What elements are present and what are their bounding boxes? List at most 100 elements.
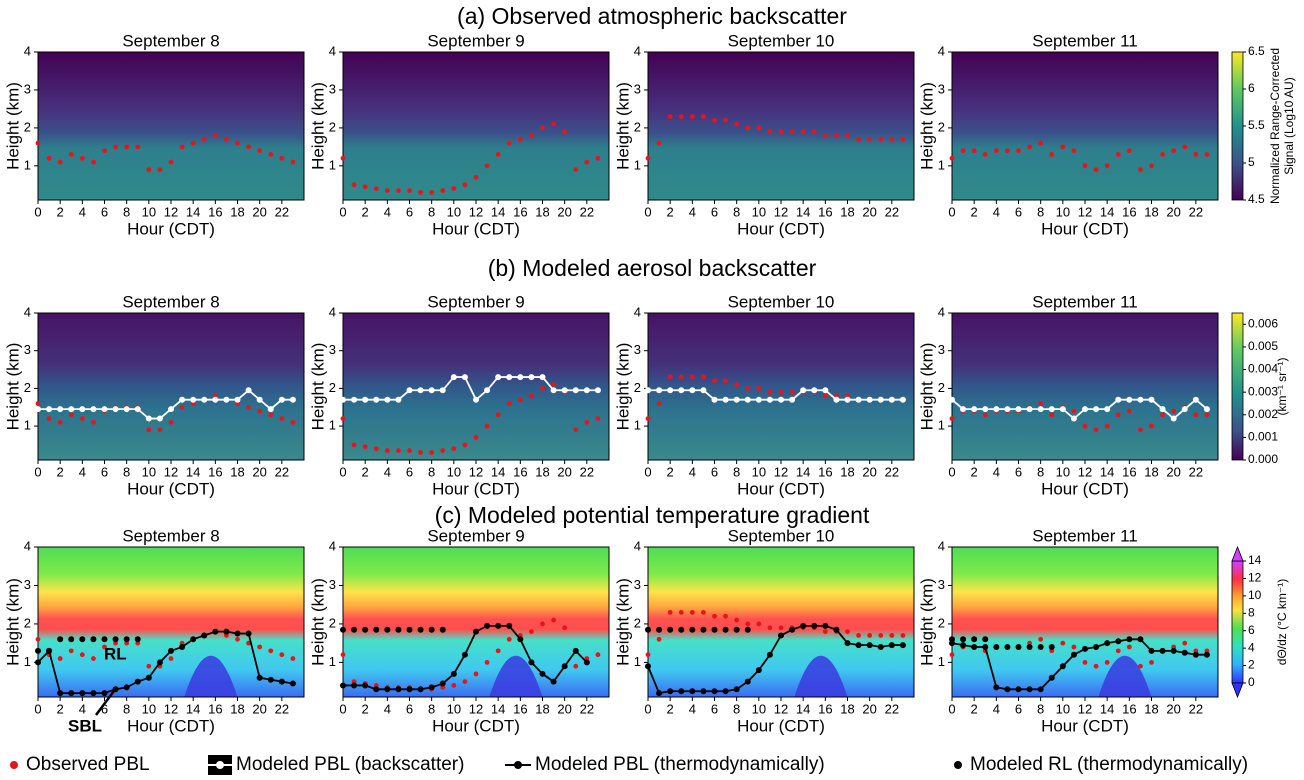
modeled-pbl-thermo-point	[1059, 663, 1066, 670]
modeled-pbl-backscatter-point	[406, 387, 413, 394]
y-tick-label: 4	[634, 43, 641, 58]
colorbar-tick-label: 5	[1248, 155, 1255, 169]
observed-pbl-point	[168, 419, 174, 425]
y-axis-label: Height (km)	[613, 343, 632, 431]
observed-pbl-point	[1005, 148, 1010, 154]
modeled-pbl-backscatter-point	[833, 396, 840, 403]
observed-pbl-point	[1049, 152, 1055, 157]
x-tick-label: 2	[362, 701, 369, 716]
field	[38, 313, 304, 460]
observed-pbl-point	[822, 629, 828, 635]
modeled-pbl-backscatter-point	[1115, 396, 1122, 403]
observed-pbl-point	[473, 174, 479, 180]
y-tick-label: 3	[24, 81, 31, 96]
modeled-pbl-thermo-point	[395, 686, 402, 693]
observed-pbl-point	[678, 609, 684, 615]
modeled-pbl-thermo-point	[267, 676, 274, 683]
x-tick-label: 14	[1100, 701, 1114, 716]
modeled-pbl-backscatter-point	[245, 387, 252, 394]
colorbar-tick-label: 0.001	[1248, 430, 1278, 444]
modeled-pbl-thermo-point	[450, 670, 457, 677]
observed-pbl-point	[982, 152, 988, 157]
observed-pbl-point	[822, 393, 828, 399]
observed-pbl-point	[845, 133, 850, 138]
panel-title: September 11	[1032, 292, 1138, 311]
observed-pbl-point	[351, 442, 357, 448]
x-tick-label: 18	[1144, 464, 1158, 479]
modeled-pbl-thermo-point	[1203, 651, 1210, 658]
observed-pbl-point	[57, 159, 63, 165]
observed-pbl-point	[124, 144, 130, 150]
observed-pbl-point	[79, 155, 85, 161]
modeled-pbl-thermo-point	[245, 630, 252, 637]
colorbar-tick-label: 2	[1248, 658, 1255, 672]
observed-pbl-point	[723, 117, 728, 123]
observed-pbl-point	[949, 652, 955, 658]
modeled-pbl-thermo-point	[1004, 686, 1011, 693]
observed-pbl-point	[745, 125, 751, 131]
modeled-pbl-thermo-point	[517, 636, 524, 643]
x-tick-label: 2	[971, 204, 978, 219]
modeled-pbl-backscatter-point	[572, 387, 579, 394]
observed-pbl-point	[845, 629, 850, 635]
observed-pbl-point	[257, 408, 263, 414]
modeled-rl-point	[134, 636, 141, 643]
x-tick-label: 20	[557, 204, 571, 219]
y-tick-label: 3	[634, 81, 641, 96]
x-tick-label: 16	[818, 701, 832, 716]
modeled-pbl-backscatter-point	[844, 396, 851, 403]
x-tick-label: 8	[428, 204, 435, 219]
colorbar-label: (km⁻¹ sr⁻¹)	[1275, 358, 1289, 416]
x-tick-label: 20	[1166, 464, 1180, 479]
colorbar-tick-label: 0.003	[1248, 384, 1278, 398]
observed-pbl-point	[373, 446, 379, 452]
x-tick-label: 8	[428, 464, 435, 479]
modeled-pbl-backscatter-point	[450, 374, 457, 381]
y-tick-label: 2	[634, 615, 641, 630]
observed-pbl-point	[190, 140, 196, 146]
observed-pbl-point	[79, 416, 85, 421]
observed-pbl-point	[246, 144, 251, 150]
modeled-pbl-backscatter-point	[667, 387, 674, 394]
observed-pbl-point	[362, 184, 368, 190]
y-axis-label: Height (km)	[308, 82, 327, 170]
modeled-pbl-thermo-point	[733, 686, 740, 693]
modeled-pbl-thermo-point	[461, 651, 468, 658]
modeled-pbl-backscatter-point	[1159, 406, 1166, 413]
y-tick-label: 1	[24, 157, 31, 172]
x-tick-label: 18	[840, 204, 854, 219]
y-tick-label: 4	[24, 304, 31, 319]
modeled-pbl-thermo-point	[223, 628, 230, 635]
observed-pbl-point	[146, 167, 152, 173]
observed-pbl-point	[1104, 659, 1110, 665]
y-tick-label: 1	[329, 654, 336, 669]
modeled-rl-point	[993, 644, 1000, 650]
y-tick-label: 4	[938, 304, 945, 319]
observed-pbl-point	[982, 412, 988, 418]
row-title: (c) Modeled potential temperature gradie…	[435, 502, 870, 528]
modeled-pbl-thermo-point	[428, 684, 435, 691]
observed-pbl-point	[756, 621, 762, 627]
observed-pbl-point	[246, 404, 251, 410]
x-tick-label: 2	[57, 464, 64, 479]
observed-pbl-point	[745, 621, 751, 627]
observed-pbl-point	[701, 609, 706, 615]
modeled-rl-point	[428, 626, 435, 633]
observed-pbl-point	[407, 188, 412, 193]
x-tick-label: 14	[1100, 464, 1114, 479]
modeled-rl-point	[35, 647, 41, 654]
observed-pbl-point	[584, 159, 590, 165]
y-tick-label: 3	[329, 342, 336, 357]
observed-pbl-point	[767, 389, 773, 395]
colorbar-tick-label: 4.5	[1248, 192, 1265, 206]
modeled-pbl-backscatter-point	[495, 374, 502, 381]
modeled-pbl-thermo-point	[90, 690, 97, 697]
x-tick-label: 8	[733, 204, 740, 219]
modeled-rl-point	[678, 626, 685, 633]
modeled-pbl-thermo-point	[417, 686, 424, 693]
x-tick-label: 12	[1078, 701, 1092, 716]
legend-swatch	[10, 761, 18, 769]
x-tick-label: 10	[142, 204, 156, 219]
modeled-pbl-backscatter-point	[223, 396, 230, 403]
observed-pbl-point	[68, 648, 74, 654]
